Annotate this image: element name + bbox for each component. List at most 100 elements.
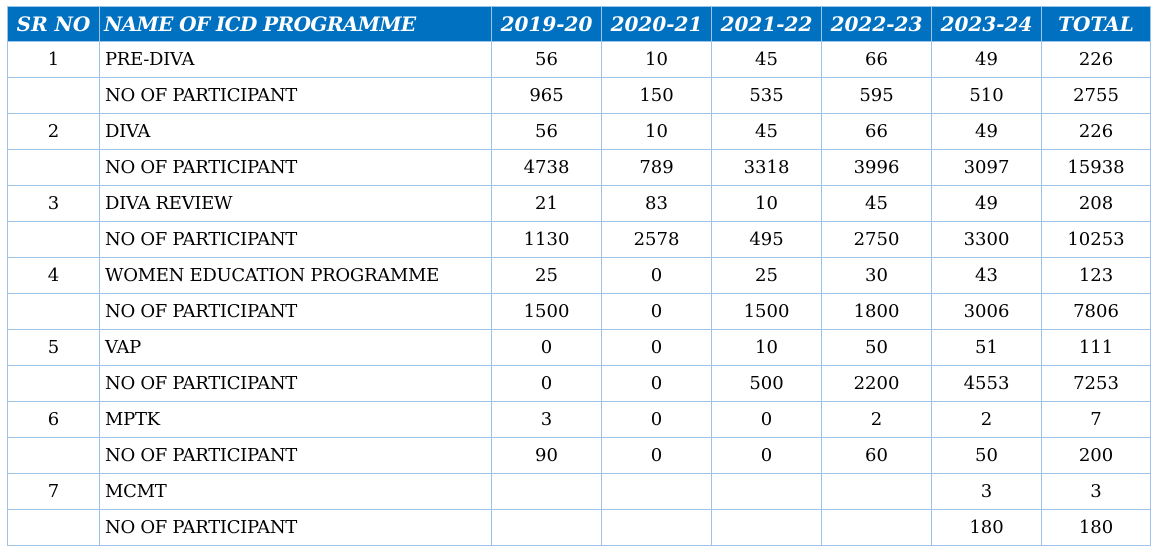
value-2019-20-cell [491,473,602,510]
table-row: 7 MCMT 3 3 [7,473,1151,510]
programme-name-cell: NO OF PARTICIPANT [99,77,492,114]
value-2023-24-cell: 49 [931,185,1042,222]
programme-name-cell: NO OF PARTICIPANT [99,293,492,330]
value-2019-20-cell: 965 [491,77,602,114]
value-2021-22-cell: 3318 [711,149,822,186]
table-row: 1 PRE-DIVA 56 10 45 66 49 226 [7,41,1151,78]
value-2022-23-cell: 2 [821,401,932,438]
value-2023-24-cell: 3300 [931,221,1042,258]
value-2023-24-cell: 2 [931,401,1042,438]
value-2019-20-cell: 1130 [491,221,602,258]
programme-name-cell: WOMEN EDUCATION PROGRAMME [99,257,492,294]
total-cell: 208 [1041,185,1151,222]
value-2023-24-cell: 4553 [931,365,1042,402]
table-row: NO OF PARTICIPANT 1500 0 1500 1800 3006 7806 [7,293,1151,330]
value-2020-21-cell [601,473,712,510]
value-2021-22-cell: 0 [711,437,822,474]
table-row: 5 VAP 0 0 10 50 51 111 [7,329,1151,366]
value-2019-20-cell: 25 [491,257,602,294]
value-2020-21-cell: 2578 [601,221,712,258]
programme-name-cell: NO OF PARTICIPANT [99,221,492,258]
value-2023-24-cell: 49 [931,113,1042,150]
table-row: 6 MPTK 3 0 0 2 2 7 [7,401,1151,438]
programme-name-cell: VAP [99,329,492,366]
value-2019-20-cell: 0 [491,329,602,366]
value-2023-24-cell: 3006 [931,293,1042,330]
total-cell: 15938 [1041,149,1151,186]
total-cell: 10253 [1041,221,1151,258]
table-row: 3 DIVA REVIEW 21 83 10 45 49 208 [7,185,1151,222]
value-2023-24-cell: 50 [931,437,1042,474]
value-2019-20-cell: 56 [491,113,602,150]
value-2022-23-cell: 595 [821,77,932,114]
total-cell: 7253 [1041,365,1151,402]
table-row: 4 WOMEN EDUCATION PROGRAMME 25 0 25 30 43 123 [7,257,1151,294]
value-2020-21-cell: 10 [601,41,712,78]
programme-name-cell: NO OF PARTICIPANT [99,437,492,474]
sr-no-cell [7,221,100,258]
value-2021-22-cell: 45 [711,41,822,78]
value-2021-22-cell [711,509,822,546]
value-2022-23-cell: 3996 [821,149,932,186]
value-2020-21-cell: 0 [601,329,712,366]
value-2021-22-cell: 495 [711,221,822,258]
header-year-2020-21: 2020-21 [601,6,712,42]
value-2021-22-cell [711,473,822,510]
programme-name-cell: DIVA [99,113,492,150]
total-cell: 200 [1041,437,1151,474]
table-body: 1 PRE-DIVA 56 10 45 66 49 226 NO OF PARTICIPANT 9… [7,41,1151,546]
value-2022-23-cell: 50 [821,329,932,366]
value-2019-20-cell: 21 [491,185,602,222]
value-2020-21-cell: 789 [601,149,712,186]
total-cell: 7 [1041,401,1151,438]
total-cell: 7806 [1041,293,1151,330]
value-2019-20-cell: 90 [491,437,602,474]
table-row: NO OF PARTICIPANT 965 150 535 595 510 2755 [7,77,1151,114]
sr-no-cell: 7 [7,473,100,510]
value-2022-23-cell [821,473,932,510]
value-2020-21-cell: 0 [601,257,712,294]
value-2022-23-cell: 2200 [821,365,932,402]
sr-no-cell: 6 [7,401,100,438]
value-2021-22-cell: 1500 [711,293,822,330]
value-2022-23-cell: 60 [821,437,932,474]
sr-no-cell: 3 [7,185,100,222]
sr-no-cell: 4 [7,257,100,294]
sr-no-cell [7,293,100,330]
value-2023-24-cell: 3097 [931,149,1042,186]
table-row: NO OF PARTICIPANT 4738 789 3318 3996 3097 1593… [7,149,1151,186]
value-2022-23-cell: 1800 [821,293,932,330]
total-cell: 226 [1041,41,1151,78]
value-2023-24-cell: 3 [931,473,1042,510]
table-row: 2 DIVA 56 10 45 66 49 226 [7,113,1151,150]
value-2020-21-cell: 150 [601,77,712,114]
value-2023-24-cell: 51 [931,329,1042,366]
sr-no-cell [7,365,100,402]
value-2021-22-cell: 10 [711,185,822,222]
value-2023-24-cell: 49 [931,41,1042,78]
value-2022-23-cell: 30 [821,257,932,294]
header-year-2019-20: 2019-20 [491,6,602,42]
header-year-2023-24: 2023-24 [931,6,1042,42]
header-year-2021-22: 2021-22 [711,6,822,42]
sr-no-cell: 1 [7,41,100,78]
sr-no-cell [7,77,100,114]
icd-programme-table: SR NO NAME OF ICD PROGRAMME 2019-20 2020… [7,6,1151,546]
table-row: NO OF PARTICIPANT 1130 2578 495 2750 3300 1025… [7,221,1151,258]
value-2019-20-cell: 3 [491,401,602,438]
programme-name-cell: NO OF PARTICIPANT [99,149,492,186]
sr-no-cell [7,149,100,186]
table-row: NO OF PARTICIPANT 180 180 [7,509,1151,546]
value-2022-23-cell: 2750 [821,221,932,258]
value-2020-21-cell: 0 [601,365,712,402]
value-2019-20-cell: 4738 [491,149,602,186]
total-cell: 180 [1041,509,1151,546]
sr-no-cell: 2 [7,113,100,150]
value-2020-21-cell: 0 [601,293,712,330]
value-2020-21-cell: 83 [601,185,712,222]
header-year-2022-23: 2022-23 [821,6,932,42]
table-row: NO OF PARTICIPANT 90 0 0 60 50 200 [7,437,1151,474]
value-2019-20-cell: 56 [491,41,602,78]
header-row: SR NO NAME OF ICD PROGRAMME 2019-20 2020… [7,6,1151,42]
total-cell: 3 [1041,473,1151,510]
